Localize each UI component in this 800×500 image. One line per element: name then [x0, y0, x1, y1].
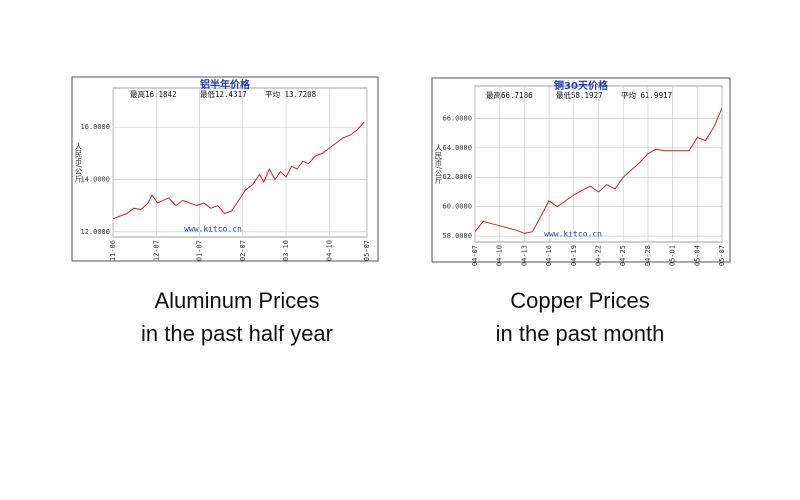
watermark: www.kitco.cn — [544, 230, 602, 239]
stat: 最低12.4317 — [200, 89, 247, 99]
x-tick-label: 04-22 — [595, 245, 603, 266]
x-tick-label: 02-07 — [239, 240, 247, 261]
x-tick-label: 04-25 — [619, 245, 627, 266]
x-tick-label: 04-19 — [570, 245, 578, 266]
stat: 平均 13.7208 — [265, 89, 317, 99]
y-tick-label: 14.0000 — [80, 175, 110, 183]
y-axis-label: 人民币/公斤 — [74, 142, 83, 184]
x-tick-label: 04-10 — [496, 245, 504, 266]
price-line — [474, 107, 723, 234]
caption: Copper Prices — [510, 288, 649, 313]
y-tick-label: 62.0000 — [442, 173, 472, 181]
x-tick-label: 04-28 — [644, 245, 652, 266]
x-tick-label: 11-06 — [109, 240, 117, 261]
stat: 最高66.7186 — [486, 90, 533, 100]
stat: 最低58.1927 — [556, 90, 603, 100]
price-line — [112, 121, 365, 220]
x-tick-label: 05-07 — [363, 240, 371, 261]
y-tick-label: 58.0000 — [442, 232, 472, 240]
x-tick-label: 04-13 — [520, 245, 528, 266]
y-tick-label: 16.0000 — [80, 123, 110, 131]
y-tick-label: 64.0000 — [442, 144, 472, 152]
x-tick-label: 05-01 — [669, 245, 677, 266]
y-tick-label: 66.0000 — [442, 114, 472, 122]
x-tick-label: 03-10 — [282, 240, 290, 261]
stat: 平均 61.9917 — [621, 90, 672, 100]
plot-area — [112, 87, 368, 238]
x-tick-label: 04-10 — [325, 240, 333, 261]
caption: Aluminum Prices — [154, 288, 319, 313]
watermark: www.kitco.cn — [184, 225, 242, 234]
y-axis-label: 人民币/公斤 — [434, 144, 443, 186]
chart-title: 铝半年价格 — [200, 78, 251, 91]
x-tick-label: 05-07 — [718, 245, 726, 266]
x-tick-label: 04-07 — [471, 245, 479, 266]
chart-title: 铜30天价格 — [554, 79, 609, 92]
stat: 最高16.1842 — [130, 89, 177, 99]
y-tick-label: 12.0000 — [80, 228, 110, 236]
y-tick-label: 60.0000 — [442, 203, 472, 211]
caption: in the past month — [496, 321, 665, 346]
x-tick-label: 05-04 — [693, 245, 701, 266]
x-tick-label: 12-07 — [152, 240, 160, 261]
caption: in the past half year — [141, 321, 333, 346]
x-tick-label: 04-16 — [545, 245, 553, 266]
x-tick-label: 01-07 — [196, 240, 204, 261]
